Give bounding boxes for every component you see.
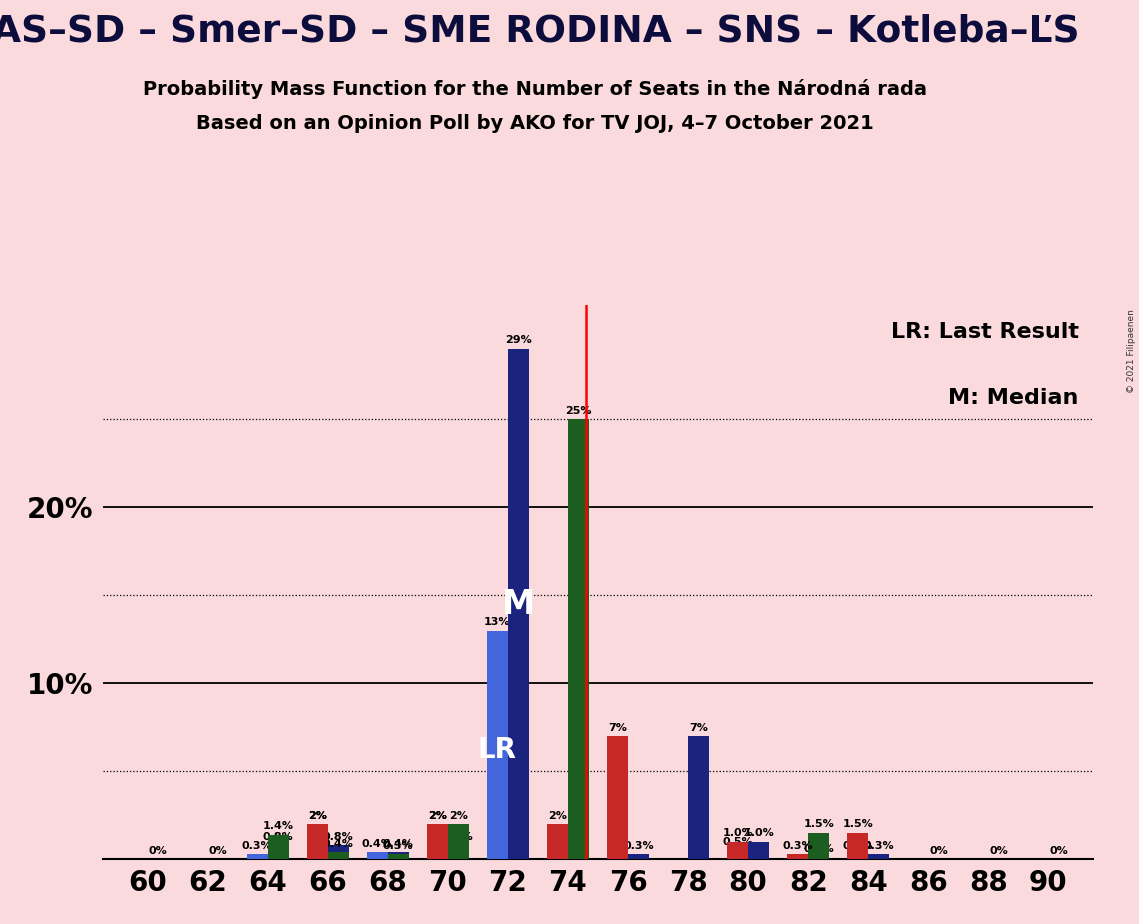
Text: 0.3%: 0.3% bbox=[782, 841, 813, 850]
Text: 0%: 0% bbox=[208, 845, 228, 856]
Bar bbox=[787, 854, 809, 859]
Text: 0%: 0% bbox=[929, 845, 948, 856]
Text: 0.4%: 0.4% bbox=[383, 839, 413, 849]
Bar bbox=[387, 854, 409, 859]
Text: 0.8%: 0.8% bbox=[263, 832, 294, 842]
Text: 0.4%: 0.4% bbox=[322, 839, 354, 849]
Bar bbox=[628, 854, 649, 859]
Bar bbox=[508, 349, 528, 859]
Bar bbox=[868, 854, 890, 859]
Bar bbox=[448, 824, 469, 859]
Text: 2%: 2% bbox=[570, 810, 588, 821]
Text: 1.5%: 1.5% bbox=[843, 820, 874, 830]
Bar bbox=[427, 824, 448, 859]
Bar bbox=[847, 854, 868, 859]
Bar bbox=[328, 845, 349, 859]
Text: 2%: 2% bbox=[449, 810, 468, 821]
Bar bbox=[268, 845, 288, 859]
Bar bbox=[727, 842, 748, 859]
Text: 2%: 2% bbox=[428, 810, 446, 821]
Text: Based on an Opinion Poll by AKO for TV JOJ, 4–7 October 2021: Based on an Opinion Poll by AKO for TV J… bbox=[196, 114, 875, 133]
Text: 0.5%: 0.5% bbox=[722, 837, 753, 847]
Text: 2%: 2% bbox=[428, 810, 446, 821]
Text: 2%: 2% bbox=[308, 810, 327, 821]
Text: LR: Last Result: LR: Last Result bbox=[891, 322, 1079, 342]
Text: 0%: 0% bbox=[990, 845, 1008, 856]
Text: 0.8%: 0.8% bbox=[322, 832, 353, 842]
Text: 0%: 0% bbox=[1049, 845, 1068, 856]
Bar bbox=[809, 857, 829, 859]
Bar bbox=[688, 736, 710, 859]
Bar bbox=[427, 824, 448, 859]
Text: 2%: 2% bbox=[308, 810, 327, 821]
Text: LR: LR bbox=[478, 736, 517, 764]
Text: 2%: 2% bbox=[548, 810, 567, 821]
Text: 29%: 29% bbox=[505, 335, 532, 346]
Bar bbox=[809, 833, 829, 859]
Bar bbox=[568, 824, 589, 859]
Text: AS–SD – Smer–SD – SME RODINA – SNS – Kotleba–ĽS: AS–SD – Smer–SD – SME RODINA – SNS – Kot… bbox=[0, 14, 1079, 50]
Text: 1.5%: 1.5% bbox=[803, 820, 834, 830]
Text: Probability Mass Function for the Number of Seats in the Národná rada: Probability Mass Function for the Number… bbox=[144, 79, 927, 99]
Text: 0.3%: 0.3% bbox=[843, 841, 872, 850]
Text: 0%: 0% bbox=[149, 845, 167, 856]
Text: 1.0%: 1.0% bbox=[722, 828, 753, 838]
Text: 0.3%: 0.3% bbox=[241, 841, 272, 850]
Bar bbox=[607, 736, 628, 859]
Bar bbox=[328, 852, 349, 859]
Text: 1.0%: 1.0% bbox=[744, 828, 775, 838]
Bar bbox=[748, 842, 769, 859]
Text: M: Median: M: Median bbox=[948, 388, 1079, 408]
Text: 0.8%: 0.8% bbox=[443, 832, 474, 842]
Bar bbox=[448, 845, 469, 859]
Text: 0.3%: 0.3% bbox=[383, 841, 413, 850]
Text: 0.3%: 0.3% bbox=[863, 841, 894, 850]
Bar bbox=[568, 419, 589, 859]
Text: 7%: 7% bbox=[608, 723, 626, 733]
Bar bbox=[847, 833, 868, 859]
Text: © 2021 Filipaenen: © 2021 Filipaenen bbox=[1126, 310, 1136, 393]
Text: 13%: 13% bbox=[484, 617, 510, 627]
Bar bbox=[247, 854, 268, 859]
Bar bbox=[367, 852, 387, 859]
Text: 0.3%: 0.3% bbox=[623, 841, 654, 850]
Text: 1.4%: 1.4% bbox=[263, 821, 294, 832]
Bar bbox=[387, 852, 409, 859]
Text: 0.4%: 0.4% bbox=[362, 839, 393, 849]
Bar bbox=[268, 834, 288, 859]
Text: 7%: 7% bbox=[689, 723, 708, 733]
Bar bbox=[547, 824, 568, 859]
Text: 25%: 25% bbox=[565, 406, 591, 416]
Bar bbox=[486, 630, 508, 859]
Bar bbox=[306, 824, 328, 859]
Text: 0.1%: 0.1% bbox=[803, 844, 834, 854]
Bar bbox=[727, 850, 748, 859]
Text: M: M bbox=[502, 588, 535, 621]
Bar bbox=[306, 824, 328, 859]
